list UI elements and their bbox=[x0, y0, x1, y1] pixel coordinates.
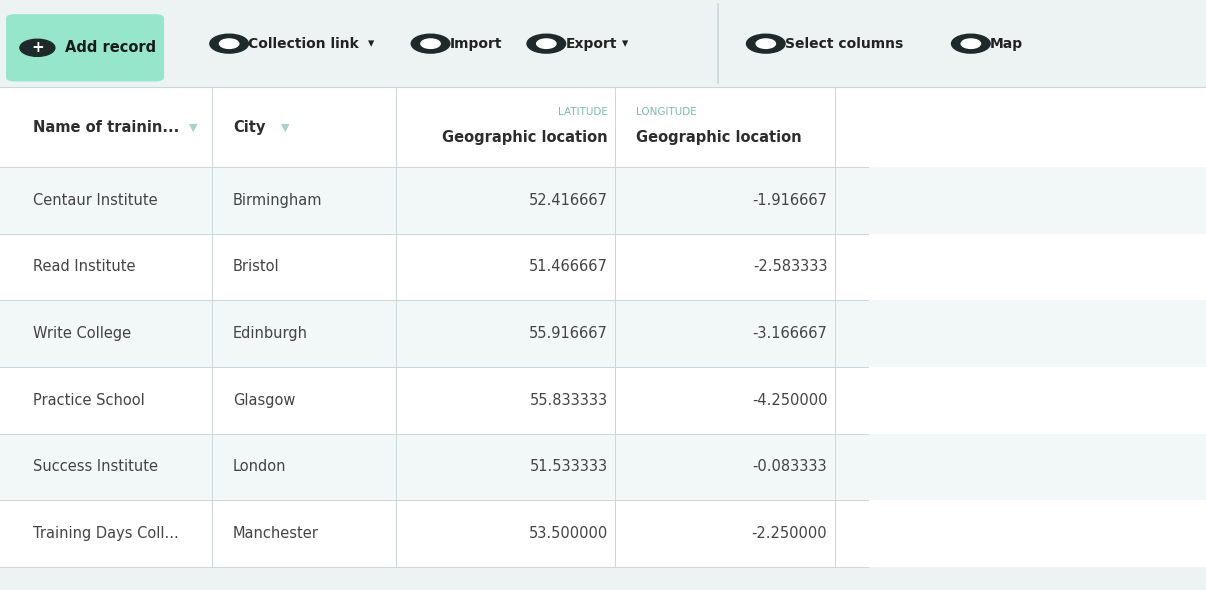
Circle shape bbox=[210, 34, 248, 53]
Circle shape bbox=[421, 39, 440, 48]
Text: Select columns: Select columns bbox=[785, 37, 903, 51]
Text: Success Institute: Success Institute bbox=[33, 460, 158, 474]
Text: Birmingham: Birmingham bbox=[233, 193, 322, 208]
Bar bbox=[0, 0, 1206, 87]
Text: 53.500000: 53.500000 bbox=[528, 526, 608, 541]
Text: Map: Map bbox=[990, 37, 1023, 51]
Text: -1.916667: -1.916667 bbox=[753, 193, 827, 208]
Circle shape bbox=[411, 34, 450, 53]
Text: Read Institute: Read Institute bbox=[33, 260, 135, 274]
Text: -2.583333: -2.583333 bbox=[753, 260, 827, 274]
Text: Bristol: Bristol bbox=[233, 260, 280, 274]
Text: Export: Export bbox=[566, 37, 617, 51]
Bar bbox=[0, 234, 1206, 300]
Bar bbox=[0, 87, 1206, 567]
Text: Edinburgh: Edinburgh bbox=[233, 326, 308, 341]
Text: Manchester: Manchester bbox=[233, 526, 318, 541]
Text: Import: Import bbox=[450, 37, 503, 51]
Text: ▼: ▼ bbox=[281, 122, 289, 132]
Text: City: City bbox=[233, 120, 265, 135]
Text: Geographic location: Geographic location bbox=[636, 130, 801, 145]
Text: LATITUDE: LATITUDE bbox=[558, 107, 608, 117]
Text: -0.083333: -0.083333 bbox=[753, 460, 827, 474]
Circle shape bbox=[756, 39, 775, 48]
Bar bbox=[0, 300, 1206, 367]
Text: 52.416667: 52.416667 bbox=[528, 193, 608, 208]
Text: Centaur Institute: Centaur Institute bbox=[33, 193, 157, 208]
Text: LONGITUDE: LONGITUDE bbox=[636, 107, 696, 117]
Circle shape bbox=[537, 39, 556, 48]
Text: ▼: ▼ bbox=[189, 122, 198, 132]
Text: Practice School: Practice School bbox=[33, 393, 145, 408]
Text: ▾: ▾ bbox=[622, 37, 628, 50]
Circle shape bbox=[527, 34, 566, 53]
Text: 55.916667: 55.916667 bbox=[529, 326, 608, 341]
Text: -2.250000: -2.250000 bbox=[751, 526, 827, 541]
Text: ▾: ▾ bbox=[368, 37, 374, 50]
Bar bbox=[0, 434, 1206, 500]
Bar bbox=[0, 167, 1206, 234]
Circle shape bbox=[961, 39, 980, 48]
Bar bbox=[0, 500, 1206, 567]
Circle shape bbox=[952, 34, 990, 53]
Text: Training Days Coll...: Training Days Coll... bbox=[33, 526, 178, 541]
Text: -3.166667: -3.166667 bbox=[753, 326, 827, 341]
Text: Geographic location: Geographic location bbox=[443, 130, 608, 145]
FancyBboxPatch shape bbox=[6, 14, 164, 81]
Text: London: London bbox=[233, 460, 286, 474]
Circle shape bbox=[219, 39, 239, 48]
Text: 55.833333: 55.833333 bbox=[529, 393, 608, 408]
Text: -4.250000: -4.250000 bbox=[751, 393, 827, 408]
Text: Add record: Add record bbox=[65, 40, 157, 55]
Circle shape bbox=[19, 39, 55, 56]
Circle shape bbox=[747, 34, 785, 53]
Bar bbox=[0, 367, 1206, 434]
Text: +: + bbox=[31, 40, 43, 55]
Text: 51.533333: 51.533333 bbox=[529, 460, 608, 474]
Text: Glasgow: Glasgow bbox=[233, 393, 295, 408]
Text: Write College: Write College bbox=[33, 326, 130, 341]
Text: Name of trainin...: Name of trainin... bbox=[33, 120, 178, 135]
Text: 51.466667: 51.466667 bbox=[529, 260, 608, 274]
Text: Collection link: Collection link bbox=[248, 37, 359, 51]
